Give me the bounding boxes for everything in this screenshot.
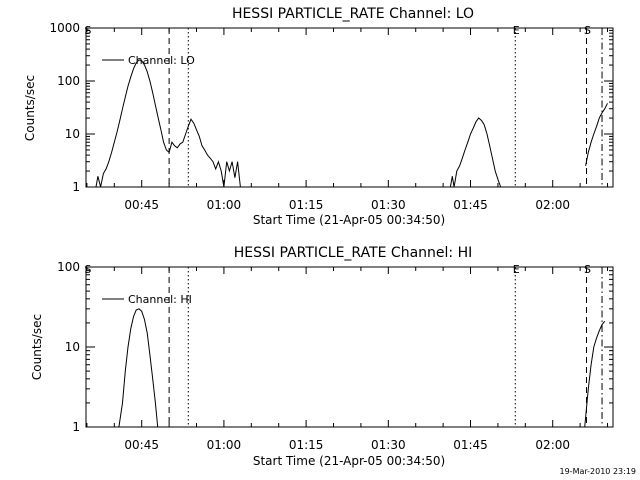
hi-x-tick-label: 01:00 [207, 438, 242, 452]
hi-series-lines [118, 308, 606, 428]
hi-legend-label: Channel: HI [128, 293, 192, 306]
lo-chart-title: HESSI PARTICLE_RATE Channel: LO [232, 6, 474, 22]
lo-y-tick-label: 1 [72, 180, 80, 194]
hi-y-tick-label: 10 [65, 340, 80, 354]
hi-x-ticks: 00:45 01:00 01:15 01:30 01:45 02:00 [86, 267, 609, 452]
hi-y-ticks: 1 10 100 [57, 260, 613, 434]
lo-count-rate-line [449, 117, 502, 188]
lo-y-tick-label: 1000 [49, 21, 80, 35]
hi-x-tick-label: 01:45 [453, 438, 488, 452]
lo-count-rate-line [95, 59, 241, 188]
hi-y-tick-label: 1 [72, 420, 80, 434]
lo-x-tick-label: 01:45 [453, 198, 488, 212]
lo-y-tick-label: 10 [65, 127, 80, 141]
lo-x-ticks: 00:45 01:00 01:15 01:30 01:45 02:00 [86, 28, 609, 212]
lo-x-tick-label: 01:00 [207, 198, 242, 212]
lo-y-tick-label: 100 [57, 74, 80, 88]
lo-y-ticks: 1 10 100 1000 [49, 21, 613, 194]
hi-x-tick-label: 01:30 [371, 438, 406, 452]
lo-count-rate-line [585, 103, 608, 166]
hi-x-tick-label: 01:15 [289, 438, 324, 452]
hi-count-rate-line [584, 320, 606, 428]
hi-x-tick-label: 02:00 [535, 438, 570, 452]
hi-channel-panel: HESSI PARTICLE_RATE Channel: HI S E S 00:4… [30, 245, 614, 468]
hi-chart-title: HESSI PARTICLE_RATE Channel: HI [234, 245, 472, 261]
hi-y-axis-label: Counts/sec [30, 314, 44, 380]
hi-x-tick-label: 00:45 [124, 438, 159, 452]
hi-y-tick-label: 100 [57, 260, 80, 274]
lo-x-tick-label: 00:45 [124, 198, 159, 212]
lo-plot-frame [85, 27, 614, 188]
hi-event-marker-label: S [84, 263, 91, 276]
lo-series-lines [95, 59, 608, 188]
generation-timestamp: 19-Mar-2010 23:19 [560, 467, 637, 476]
lo-legend-label: Channel: LO [128, 54, 195, 67]
hi-event-marker-label: E [513, 263, 520, 276]
lo-x-tick-label: 01:30 [371, 198, 406, 212]
lo-x-tick-label: 01:15 [289, 198, 324, 212]
lo-y-axis-label: Counts/sec [23, 75, 37, 141]
lo-x-tick-label: 02:00 [535, 198, 570, 212]
lo-event-marker-label: E [513, 24, 520, 37]
hi-event-marker-label: S [584, 263, 591, 276]
hi-x-axis-label: Start Time (21-Apr-05 00:34:50) [253, 454, 445, 468]
lo-event-marker-label: S [584, 24, 591, 37]
lo-x-axis-label: Start Time (21-Apr-05 00:34:50) [253, 213, 445, 227]
hi-plot-frame [85, 266, 614, 428]
hi-count-rate-line [118, 308, 159, 428]
